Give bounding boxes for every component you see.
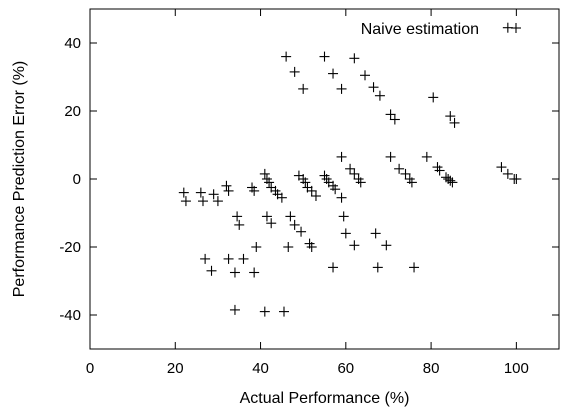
data-point [336, 83, 347, 94]
data-point [249, 267, 260, 278]
x-tick-label: 100 [504, 360, 529, 377]
data-point [340, 228, 351, 239]
data-point [232, 211, 243, 222]
data-point [264, 177, 275, 188]
x-tick-label: 0 [86, 360, 94, 377]
data-point [234, 219, 245, 230]
data-point [406, 177, 417, 188]
data-point [306, 242, 317, 252]
data-point [389, 114, 400, 125]
data-point [266, 218, 277, 229]
data-point [276, 192, 287, 203]
data-points [178, 22, 522, 317]
data-point [328, 262, 339, 273]
data-point [330, 184, 341, 195]
data-point [445, 175, 456, 186]
y-tick-label: 20 [64, 103, 81, 120]
data-point [434, 165, 445, 176]
data-point [278, 306, 289, 317]
data-point [251, 242, 262, 252]
data-point [221, 180, 232, 191]
data-point [511, 174, 522, 184]
data-point [336, 192, 347, 203]
data-point [300, 177, 311, 188]
data-point [249, 185, 260, 196]
data-point [400, 168, 411, 179]
data-point [502, 168, 513, 179]
data-point [370, 228, 381, 239]
data-point [368, 82, 379, 93]
data-point [421, 151, 432, 162]
data-point [259, 168, 270, 179]
data-point [381, 240, 392, 251]
data-point [259, 306, 270, 317]
x-tick-label: 20 [167, 360, 184, 377]
data-point [223, 185, 234, 196]
legend-label: Naive estimation [361, 21, 479, 38]
data-point [289, 219, 300, 230]
data-point [349, 168, 360, 179]
data-point [306, 185, 317, 196]
data-point [200, 253, 211, 264]
data-point [289, 66, 300, 77]
x-tick-label: 60 [337, 360, 354, 377]
y-tick-label: 40 [64, 35, 81, 52]
data-point [447, 177, 458, 188]
data-point [409, 262, 420, 273]
y-tick-label: -40 [59, 307, 81, 324]
data-point [197, 196, 208, 207]
data-point [208, 189, 219, 200]
data-point [238, 253, 249, 264]
data-point [394, 163, 405, 174]
data-point [496, 162, 507, 173]
data-point [283, 242, 294, 252]
data-point [178, 187, 189, 198]
data-point [338, 211, 349, 222]
data-point [285, 211, 296, 222]
data-point [336, 151, 347, 162]
data-point [445, 111, 456, 122]
data-point [372, 262, 383, 273]
data-point [328, 68, 339, 79]
axis-ticks: 0 20 40 60 80 100 -40 -20 0 20 40 [59, 9, 559, 377]
data-point [229, 304, 240, 315]
x-tick-label: 40 [252, 360, 269, 377]
data-point [229, 267, 240, 278]
x-tick-label: 80 [423, 360, 440, 377]
y-tick-label: -20 [59, 239, 81, 256]
data-point [298, 83, 309, 94]
data-point [385, 151, 396, 162]
data-point [428, 92, 439, 103]
data-point [374, 90, 385, 101]
data-point [345, 163, 356, 174]
data-point [212, 196, 223, 207]
data-point [349, 53, 360, 64]
y-axis-label: Performance Prediction Error (%) [11, 61, 28, 298]
data-point [206, 265, 217, 276]
y-tick-label: 0 [73, 171, 81, 188]
data-point [349, 240, 360, 251]
data-point [310, 191, 321, 201]
data-point [281, 51, 292, 62]
legend: Naive estimation [361, 21, 521, 38]
data-point [360, 70, 371, 81]
data-point [449, 117, 460, 128]
data-point [385, 109, 396, 120]
data-point [180, 196, 191, 207]
data-point [355, 177, 366, 188]
data-point [319, 51, 330, 62]
legend-marker [511, 23, 521, 33]
data-point [296, 226, 307, 237]
data-point [223, 253, 234, 264]
data-point [195, 187, 206, 198]
data-point [261, 211, 272, 222]
x-axis-label: Actual Performance (%) [240, 390, 410, 407]
